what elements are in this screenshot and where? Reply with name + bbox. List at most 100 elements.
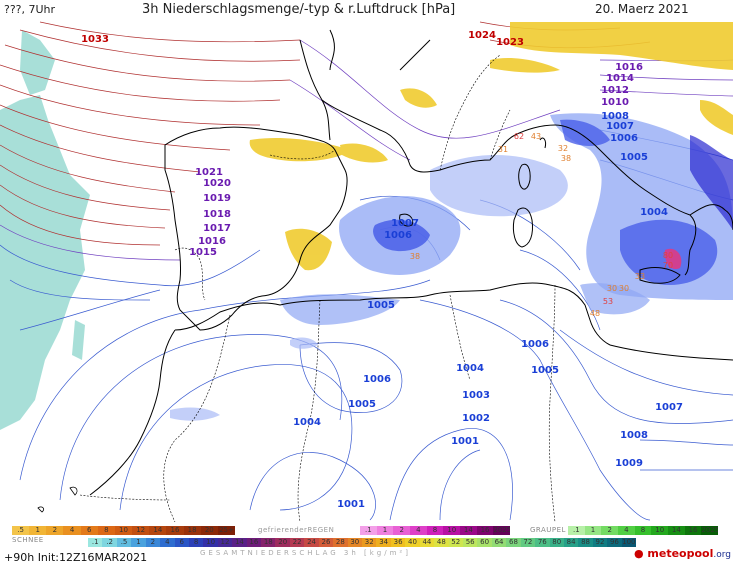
snow-scale-label: SCHNEE (12, 536, 44, 544)
pressure-label: 1001 (451, 436, 479, 447)
legend-cell: 2 (393, 526, 411, 535)
legend-cell: 72 (520, 538, 536, 547)
legend-cell: .1 (360, 526, 377, 535)
legend-cell: 64 (491, 538, 507, 547)
legend-cell: 18 (261, 538, 276, 547)
pressure-label: 1021 (195, 167, 223, 178)
legend-cell: 76 (535, 538, 550, 547)
legend-cell: 16 (246, 538, 262, 547)
pressure-label: 1001 (337, 499, 365, 510)
legend-cell: 80 (549, 538, 564, 547)
precip-amount-label: 30 (619, 284, 629, 293)
legend-cell: 14 (460, 526, 477, 535)
pressure-label: 1008 (601, 111, 629, 122)
precip-amount-label: 80 (663, 251, 673, 260)
legend-cell: 36 (390, 538, 406, 547)
precip-amount-label: 70 (663, 261, 673, 270)
legend-cell: 26 (318, 538, 334, 547)
freezing-rain-area (249, 22, 733, 271)
legend-cell: 68 (506, 538, 521, 547)
legend-cell: 16 (684, 526, 702, 535)
legend-cell: 10 (443, 526, 461, 535)
legend-cell: 84 (563, 538, 579, 547)
precip-amount-label: 38 (561, 154, 571, 163)
pressure-label: 1015 (189, 247, 217, 258)
legend-cell: 2025+ (701, 526, 719, 535)
init-time: Init:12Z16MAR2021 (37, 551, 148, 564)
legend-cell: 32 (362, 538, 377, 547)
pressure-label: 1009 (615, 458, 643, 469)
precip-amount-label: 32 (558, 144, 568, 153)
legend-cell: 1 (584, 526, 602, 535)
legend-cell: 34 (376, 538, 391, 547)
total-precip-scale-label: GESAMTNIEDERSCHLAG 3h [kg/m²] (200, 549, 411, 557)
forecast-date: 20. Maerz 2021 (595, 2, 689, 16)
legend-cell: 1 (376, 526, 394, 535)
country-borders (79, 54, 556, 522)
legend-cell: .1 (88, 538, 103, 547)
pressure-label: 1002 (462, 413, 490, 424)
pressure-label: 1017 (203, 223, 231, 234)
header-left-label: ???, 7Uhr (4, 3, 56, 16)
freezing-rain-scale-label: gefrierenderREGEN (258, 526, 335, 534)
legend-cell: 44 (419, 538, 435, 547)
legend-cell: 16 (476, 526, 494, 535)
legend-cell: 10 (114, 526, 133, 535)
snow-precip-area (0, 30, 90, 430)
legend-cell: 8 (188, 538, 204, 547)
logo-org: .org (713, 550, 731, 560)
pressure-label: 1005 (367, 300, 395, 311)
precip-amount-label: 48 (590, 309, 600, 318)
precip-amount-label: 31 (498, 145, 508, 154)
precip-amount-label: 38 (410, 252, 420, 261)
pressure-label: 1008 (620, 430, 648, 441)
legend-cell: 24 (304, 538, 319, 547)
color-legend: .5 1 2 4 6 8 10 12 14 16 18 20 25+ SCHNEE gefrierend… (0, 522, 733, 566)
legend-cell: 4 (410, 526, 427, 535)
map-header: ???, 7Uhr 3h Niederschlagsmenge/-typ & r… (0, 0, 733, 22)
legend-cell: 2 (46, 526, 64, 535)
legend-cell: 18 (183, 526, 201, 535)
pressure-label: 1014 (606, 73, 634, 84)
snow-scale: .5 1 2 4 6 8 10 12 14 16 18 20 25+ (12, 526, 236, 535)
legend-cell: 12 (132, 526, 150, 535)
legend-cell: 6 (174, 538, 189, 547)
forecast-hour: +90h (4, 551, 35, 564)
pressure-label: 1018 (203, 209, 231, 220)
pressure-label: 1007 (391, 218, 419, 229)
precip-amount-label: 62 (514, 132, 524, 141)
meteopool-logo: ● meteopool.org (634, 547, 731, 560)
pressure-label: 1016 (198, 236, 226, 247)
legend-cell: .5 (12, 526, 30, 535)
legend-cell: 4 (63, 526, 81, 535)
legend-cell: 14 (232, 538, 247, 547)
pressure-label: 1006 (363, 374, 391, 385)
legend-cell: 60 (477, 538, 492, 547)
legend-cell: .1 (568, 526, 585, 535)
legend-cell: 8 (97, 526, 115, 535)
legend-cell: 2025+ (493, 526, 511, 535)
legend-cell: .5 (116, 538, 132, 547)
legend-cell: 52 (448, 538, 463, 547)
legend-cell: 2 (145, 538, 161, 547)
legend-cell: 40 (405, 538, 420, 547)
pressure-label: 1016 (615, 62, 643, 73)
legend-cell: 10 (651, 526, 669, 535)
pressure-label: 1010 (601, 97, 629, 108)
legend-cell: 48 (434, 538, 449, 547)
legend-cell: 20 (200, 526, 218, 535)
pressure-label: 1006 (610, 133, 638, 144)
pressure-labels: 1033 102410231021102010191018101710161015… (81, 30, 683, 510)
legend-cell: 16 (166, 526, 184, 535)
legend-cell: 14 (668, 526, 685, 535)
legend-cell: 100 (621, 538, 637, 547)
legend-cell: 8 (426, 526, 444, 535)
pressure-label: 1007 (606, 121, 634, 132)
precip-amount-label: 33 (635, 272, 645, 281)
graupel-scale-label: GRAUPEL (530, 526, 566, 534)
legend-cell: 1 (131, 538, 146, 547)
legend-cell: 12 (217, 538, 233, 547)
